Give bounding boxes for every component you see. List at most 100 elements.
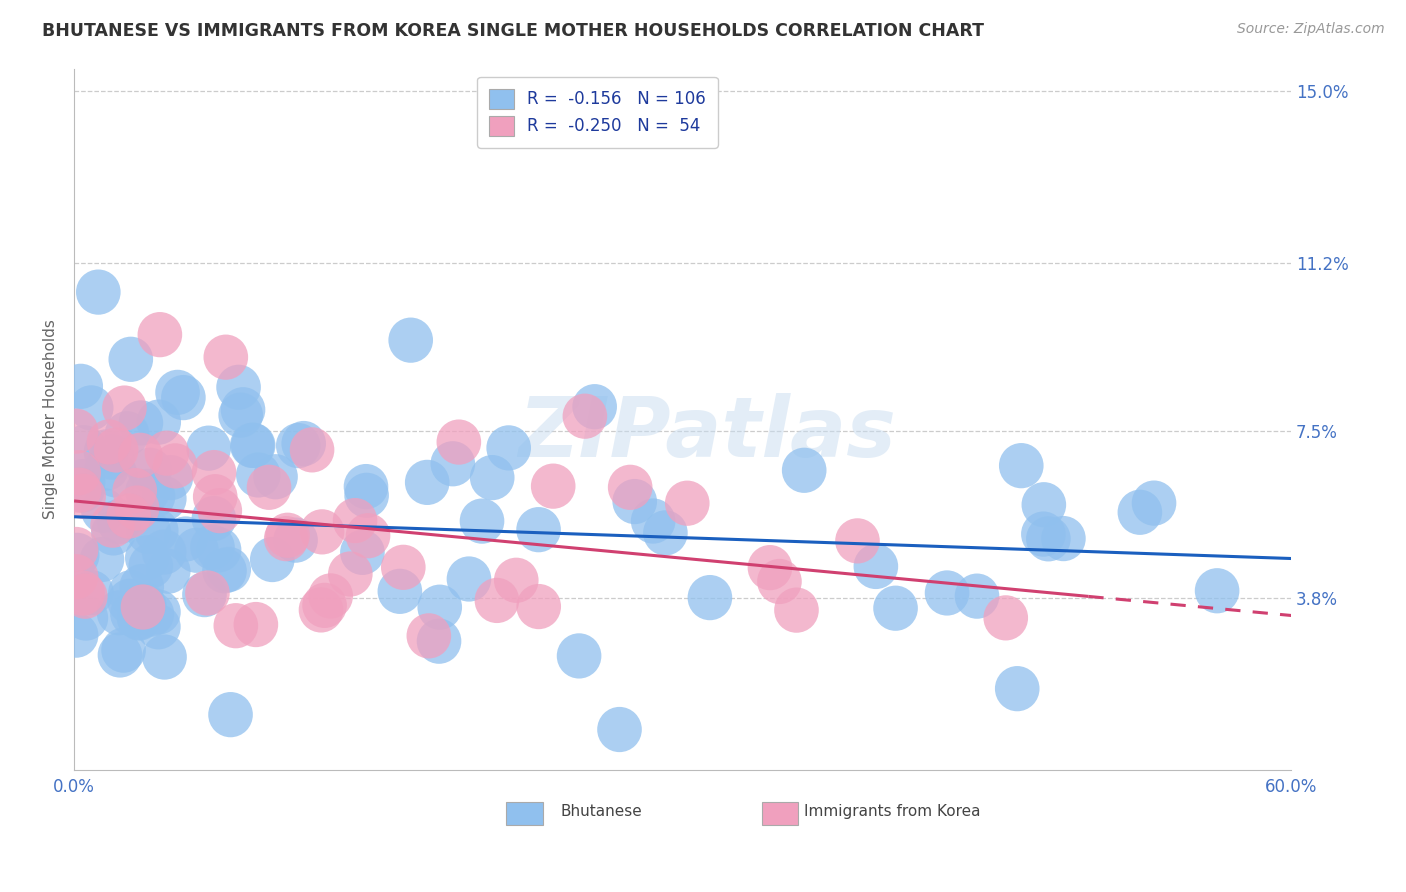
Ellipse shape xyxy=(191,450,236,495)
Ellipse shape xyxy=(983,595,1028,640)
Ellipse shape xyxy=(125,469,170,514)
Ellipse shape xyxy=(302,582,347,628)
Ellipse shape xyxy=(1132,481,1177,525)
Ellipse shape xyxy=(246,465,291,510)
Ellipse shape xyxy=(572,384,617,429)
Ellipse shape xyxy=(447,557,491,601)
Ellipse shape xyxy=(775,588,818,632)
Ellipse shape xyxy=(76,269,121,315)
Ellipse shape xyxy=(281,421,326,467)
Ellipse shape xyxy=(97,632,142,678)
Ellipse shape xyxy=(207,547,252,592)
Ellipse shape xyxy=(108,336,153,382)
Text: Immigrants from Korea: Immigrants from Korea xyxy=(804,805,981,820)
Ellipse shape xyxy=(53,527,98,572)
Ellipse shape xyxy=(136,604,181,649)
Ellipse shape xyxy=(59,364,103,409)
Text: BHUTANESE VS IMMIGRANTS FROM KOREA SINGLE MOTHER HOUSEHOLDS CORRELATION CHART: BHUTANESE VS IMMIGRANTS FROM KOREA SINGL… xyxy=(42,22,984,40)
Ellipse shape xyxy=(873,585,918,631)
Ellipse shape xyxy=(1118,490,1163,535)
Ellipse shape xyxy=(145,431,190,475)
Ellipse shape xyxy=(142,634,187,680)
Ellipse shape xyxy=(69,385,114,431)
Ellipse shape xyxy=(607,465,652,510)
Text: ZIPatlas: ZIPatlas xyxy=(517,392,896,474)
Ellipse shape xyxy=(378,569,422,614)
Ellipse shape xyxy=(631,499,675,543)
Ellipse shape xyxy=(516,584,561,629)
Ellipse shape xyxy=(758,559,801,604)
Ellipse shape xyxy=(613,479,657,524)
Ellipse shape xyxy=(557,633,602,679)
Ellipse shape xyxy=(853,544,898,589)
Ellipse shape xyxy=(117,595,162,640)
Ellipse shape xyxy=(418,584,463,630)
Ellipse shape xyxy=(118,401,163,445)
Ellipse shape xyxy=(253,454,298,500)
Ellipse shape xyxy=(118,433,163,478)
FancyBboxPatch shape xyxy=(506,802,543,824)
Ellipse shape xyxy=(748,545,792,591)
Ellipse shape xyxy=(60,571,105,615)
Ellipse shape xyxy=(273,517,318,563)
Ellipse shape xyxy=(107,579,152,624)
Ellipse shape xyxy=(60,459,105,504)
Ellipse shape xyxy=(204,334,247,380)
Ellipse shape xyxy=(62,474,105,519)
Ellipse shape xyxy=(94,427,138,473)
Ellipse shape xyxy=(665,481,710,526)
Ellipse shape xyxy=(333,498,377,543)
Ellipse shape xyxy=(186,570,229,615)
Ellipse shape xyxy=(90,434,135,480)
Ellipse shape xyxy=(405,459,450,505)
Ellipse shape xyxy=(290,427,335,473)
Legend: R =  -0.156   N = 106, R =  -0.250   N =  54: R = -0.156 N = 106, R = -0.250 N = 54 xyxy=(477,77,717,147)
Ellipse shape xyxy=(97,591,142,635)
Ellipse shape xyxy=(276,423,321,468)
Ellipse shape xyxy=(516,507,561,552)
Ellipse shape xyxy=(110,591,155,637)
Ellipse shape xyxy=(69,570,114,615)
Ellipse shape xyxy=(197,527,242,573)
Ellipse shape xyxy=(346,513,391,558)
Ellipse shape xyxy=(1195,568,1240,614)
Ellipse shape xyxy=(236,452,281,498)
Ellipse shape xyxy=(115,485,159,531)
Ellipse shape xyxy=(142,530,187,574)
Ellipse shape xyxy=(308,574,353,618)
Ellipse shape xyxy=(995,666,1039,711)
Text: Source: ZipAtlas.com: Source: ZipAtlas.com xyxy=(1237,22,1385,37)
Ellipse shape xyxy=(782,448,827,493)
Ellipse shape xyxy=(131,474,176,519)
Ellipse shape xyxy=(299,509,344,555)
Ellipse shape xyxy=(416,618,461,664)
Ellipse shape xyxy=(643,510,688,556)
Ellipse shape xyxy=(231,423,274,468)
Ellipse shape xyxy=(328,551,373,597)
Ellipse shape xyxy=(436,419,481,465)
Ellipse shape xyxy=(91,510,136,556)
Ellipse shape xyxy=(221,387,266,433)
Ellipse shape xyxy=(122,583,167,628)
Ellipse shape xyxy=(82,488,125,533)
Ellipse shape xyxy=(84,445,129,491)
Ellipse shape xyxy=(155,370,200,415)
Ellipse shape xyxy=(134,508,179,553)
Ellipse shape xyxy=(1022,482,1066,527)
Ellipse shape xyxy=(87,419,131,465)
Ellipse shape xyxy=(250,537,295,582)
Ellipse shape xyxy=(343,464,388,509)
Ellipse shape xyxy=(63,574,108,619)
Ellipse shape xyxy=(688,575,733,620)
Ellipse shape xyxy=(60,467,104,513)
Ellipse shape xyxy=(191,496,236,541)
Ellipse shape xyxy=(193,474,238,519)
Ellipse shape xyxy=(117,596,162,640)
Ellipse shape xyxy=(107,493,150,539)
Ellipse shape xyxy=(90,502,135,548)
Ellipse shape xyxy=(233,602,278,648)
Ellipse shape xyxy=(494,558,538,603)
Ellipse shape xyxy=(266,513,309,558)
Ellipse shape xyxy=(406,613,451,658)
Ellipse shape xyxy=(163,516,208,562)
